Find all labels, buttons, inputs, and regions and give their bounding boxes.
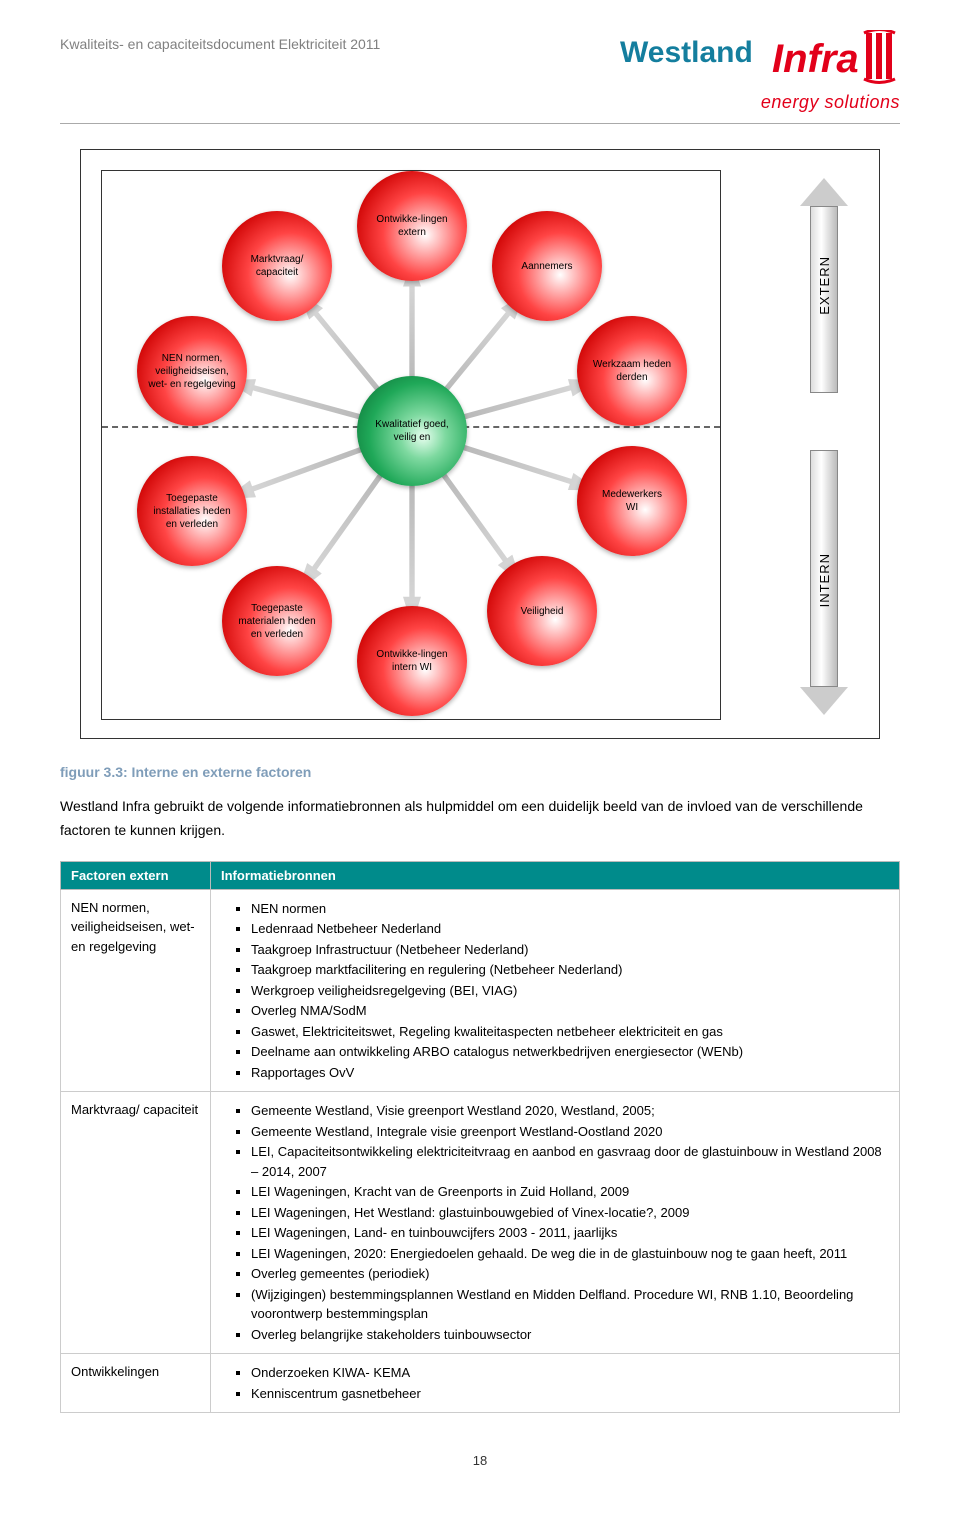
diagram-node: Toegepastematerialen hedenen verleden: [222, 566, 332, 676]
extern-arrow: EXTERN: [799, 178, 849, 393]
header-divider: [60, 123, 900, 124]
table-cell-sources: Onderzoeken KIWA- KEMAKenniscentrum gasn…: [211, 1354, 900, 1413]
diagram-node-label: MedewerkersWI: [602, 488, 662, 514]
brand-tagline: energy solutions: [620, 92, 900, 113]
table-cell-factor: Marktvraag/ capaciteit: [61, 1092, 211, 1354]
list-item: NEN normen: [251, 899, 889, 919]
diagram-node-label: Kwalitatief goed,veilig en: [375, 418, 448, 444]
list-item: LEI Wageningen, Land- en tuinbouwcijfers…: [251, 1223, 889, 1243]
list-item: LEI, Capaciteitsontwikkeling elektricite…: [251, 1142, 889, 1181]
brand-logo: Westland Infra energy solutions: [620, 30, 900, 113]
diagram-node: NEN normen,veiligheidseisen,wet- en rege…: [137, 316, 247, 426]
list-item: Gemeente Westland, Integrale visie green…: [251, 1122, 889, 1142]
westland-infra-logo-icon: Westland Infra: [620, 30, 900, 85]
factors-diagram: Kwalitatief goed,veilig en Marktvraag/cap…: [80, 149, 880, 739]
diagram-node-label: Veiligheid: [521, 605, 564, 618]
svg-text:Westland: Westland: [620, 36, 753, 69]
diagram-node: MedewerkersWI: [577, 446, 687, 556]
diagram-node: Kwalitatief goed,veilig en: [357, 376, 467, 486]
diagram-frame: Kwalitatief goed,veilig en Marktvraag/cap…: [101, 170, 721, 720]
list-item: Overleg NMA/SodM: [251, 1001, 889, 1021]
diagram-node: Aannemers: [492, 211, 602, 321]
diagram-node: Veiligheid: [487, 556, 597, 666]
factors-table: Factoren extern Informatiebronnen NEN no…: [60, 861, 900, 1414]
diagram-node: Werkzaam hedenderden: [577, 316, 687, 426]
list-item: Deelname aan ontwikkeling ARBO catalogus…: [251, 1042, 889, 1062]
table-row: OntwikkelingenOnderzoeken KIWA- KEMAKenn…: [61, 1354, 900, 1413]
diagram-node: Ontwikke-lingenintern WI: [357, 606, 467, 716]
list-item: Werkgroep veiligheidsregelgeving (BEI, V…: [251, 981, 889, 1001]
list-item: LEI Wageningen, Kracht van de Greenports…: [251, 1182, 889, 1202]
table-col-header: Factoren extern: [61, 861, 211, 889]
page-number: 18: [60, 1453, 900, 1468]
list-item: LEI Wageningen, Het Westland: glastuinbo…: [251, 1203, 889, 1223]
diagram-node: Marktvraag/capaciteit: [222, 211, 332, 321]
diagram-node: Ontwikke-lingenextern: [357, 171, 467, 281]
intern-label: INTERN: [817, 553, 832, 607]
arrow-head-icon: [800, 687, 848, 715]
table-cell-sources: Gemeente Westland, Visie greenport Westl…: [211, 1092, 900, 1354]
table-col-header: Informatiebronnen: [211, 861, 900, 889]
diagram-node-label: Marktvraag/capaciteit: [251, 253, 304, 279]
list-item: Overleg belangrijke stakeholders tuinbou…: [251, 1325, 889, 1345]
arrow-head-icon: [800, 178, 848, 206]
list-item: Gemeente Westland, Visie greenport Westl…: [251, 1101, 889, 1121]
intern-arrow: INTERN: [799, 450, 849, 715]
list-item: Kenniscentrum gasnetbeheer: [251, 1384, 889, 1404]
page-header: Kwaliteits- en capaciteitsdocument Elekt…: [60, 30, 900, 113]
table-cell-factor: NEN normen, veiligheidseisen, wet- en re…: [61, 889, 211, 1092]
diagram-node-label: NEN normen,veiligheidseisen,wet- en rege…: [148, 352, 235, 391]
diagram-node-label: Toegepasteinstallaties hedenen verleden: [153, 492, 230, 531]
diagram-node-label: Aannemers: [521, 260, 572, 273]
doc-title: Kwaliteits- en capaciteitsdocument Elekt…: [60, 30, 380, 52]
list-item: LEI Wageningen, 2020: Energiedoelen geha…: [251, 1244, 889, 1264]
list-item: Ledenraad Netbeheer Nederland: [251, 919, 889, 939]
diagram-node-label: Toegepastematerialen hedenen verleden: [238, 602, 315, 641]
list-item: (Wijzigingen) bestemmingsplannen Westlan…: [251, 1285, 889, 1324]
diagram-node: Toegepasteinstallaties hedenen verleden: [137, 456, 247, 566]
table-row: Marktvraag/ capaciteit Gemeente Westland,…: [61, 1092, 900, 1354]
list-item: Taakgroep marktfacilitering en regulerin…: [251, 960, 889, 980]
list-item: Onderzoeken KIWA- KEMA: [251, 1363, 889, 1383]
extern-label: EXTERN: [817, 256, 832, 315]
list-item: Taakgroep Infrastructuur (Netbeheer Nede…: [251, 940, 889, 960]
diagram-node-label: Werkzaam hedenderden: [593, 358, 671, 384]
list-item: Rapportages OvV: [251, 1063, 889, 1083]
list-item: Overleg gemeentes (periodiek): [251, 1264, 889, 1284]
svg-text:Infra: Infra: [772, 37, 859, 81]
table-row: NEN normen, veiligheidseisen, wet- en re…: [61, 889, 900, 1092]
intro-paragraph: Westland Infra gebruikt de volgende info…: [60, 795, 900, 843]
table-cell-sources: NEN normenLedenraad Netbeheer NederlandT…: [211, 889, 900, 1092]
diagram-node-label: Ontwikke-lingenextern: [376, 213, 447, 239]
list-item: Gaswet, Elektriciteitswet, Regeling kwal…: [251, 1022, 889, 1042]
table-cell-factor: Ontwikkelingen: [61, 1354, 211, 1413]
figure-caption: figuur 3.3: Interne en externe factoren: [60, 764, 900, 780]
diagram-node-label: Ontwikke-lingenintern WI: [376, 648, 447, 674]
